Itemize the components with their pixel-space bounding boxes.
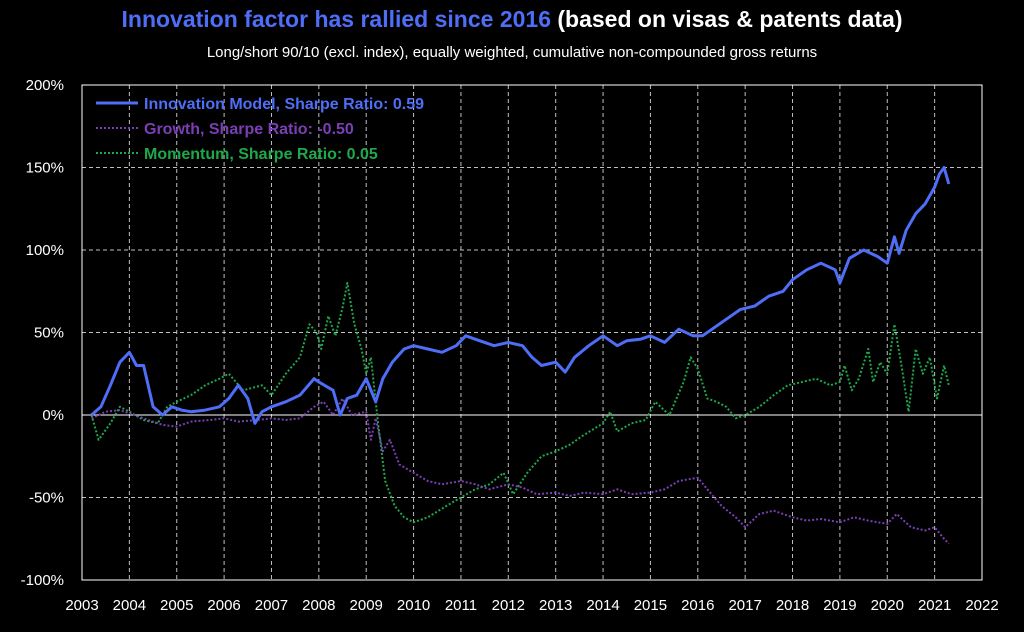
x-tick-label: 2007 bbox=[255, 597, 288, 614]
x-tick-label: 2015 bbox=[634, 597, 667, 614]
x-tick-label: 2011 bbox=[445, 597, 477, 614]
growth-series-line bbox=[91, 397, 950, 545]
plot-frame bbox=[81, 84, 983, 581]
x-tick-label: 2012 bbox=[492, 597, 525, 614]
axis-layer: 2003 2004 2005 2006 2007 2008 2009 2010 2011 2012… bbox=[21, 77, 999, 614]
y-tick-label: 50% bbox=[34, 325, 64, 342]
legend-label: Growth, Sharpe Ratio: -0.50 bbox=[144, 121, 354, 138]
legend-label: Innovation Model, Sharpe Ratio: 0.59 bbox=[144, 96, 424, 113]
x-tick-label: 2003 bbox=[65, 597, 98, 614]
x-tick-label: 2021 bbox=[918, 597, 951, 614]
x-tick-label: 2006 bbox=[207, 597, 240, 614]
y-tick-label: 0% bbox=[42, 407, 64, 424]
x-tick-label: 2020 bbox=[871, 597, 904, 614]
chart-title-highlight: Innovation factor has rallied since 2016 bbox=[121, 6, 552, 32]
y-tick-label: 150% bbox=[26, 160, 64, 177]
x-tick-label: 2016 bbox=[681, 597, 714, 614]
chart-title-rest: (based on visas & patents data) bbox=[551, 6, 903, 32]
innovation-series-line bbox=[90, 166, 951, 425]
momentum-series-line bbox=[90, 282, 950, 524]
legend-entry-momentum: Momentum, Sharpe Ratio: 0.05 bbox=[96, 146, 378, 163]
x-tick-label: 2017 bbox=[728, 597, 761, 614]
y-tick-label: -100% bbox=[21, 572, 64, 589]
chart-title: Innovation factor has rallied since 2016… bbox=[0, 6, 1024, 33]
x-tick-label: 2013 bbox=[539, 597, 572, 614]
chart-subtitle: Long/short 90/10 (excl. index), equally … bbox=[206, 44, 818, 61]
legend-label: Momentum, Sharpe Ratio: 0.05 bbox=[144, 146, 378, 163]
x-tick-label: 2018 bbox=[776, 597, 809, 614]
x-tick-label: 2009 bbox=[350, 597, 383, 614]
legend: Innovation Model, Sharpe Ratio: 0.59 Grow… bbox=[96, 96, 424, 163]
x-tick-label: 2005 bbox=[160, 597, 193, 614]
series-layer bbox=[90, 166, 951, 545]
x-tick-label: 2022 bbox=[965, 597, 998, 614]
x-tick-label: 2008 bbox=[302, 597, 335, 614]
grid-layer bbox=[82, 85, 982, 580]
legend-entry-innovation: Innovation Model, Sharpe Ratio: 0.59 bbox=[96, 96, 424, 113]
y-tick-label: 200% bbox=[26, 77, 64, 94]
y-tick-label: -50% bbox=[29, 490, 64, 507]
legend-entry-growth: Growth, Sharpe Ratio: -0.50 bbox=[96, 121, 354, 138]
x-tick-label: 2019 bbox=[823, 597, 856, 614]
y-tick-label: 100% bbox=[26, 242, 64, 259]
x-tick-label: 2014 bbox=[586, 597, 619, 614]
x-tick-label: 2004 bbox=[113, 597, 146, 614]
x-tick-label: 2010 bbox=[397, 597, 430, 614]
